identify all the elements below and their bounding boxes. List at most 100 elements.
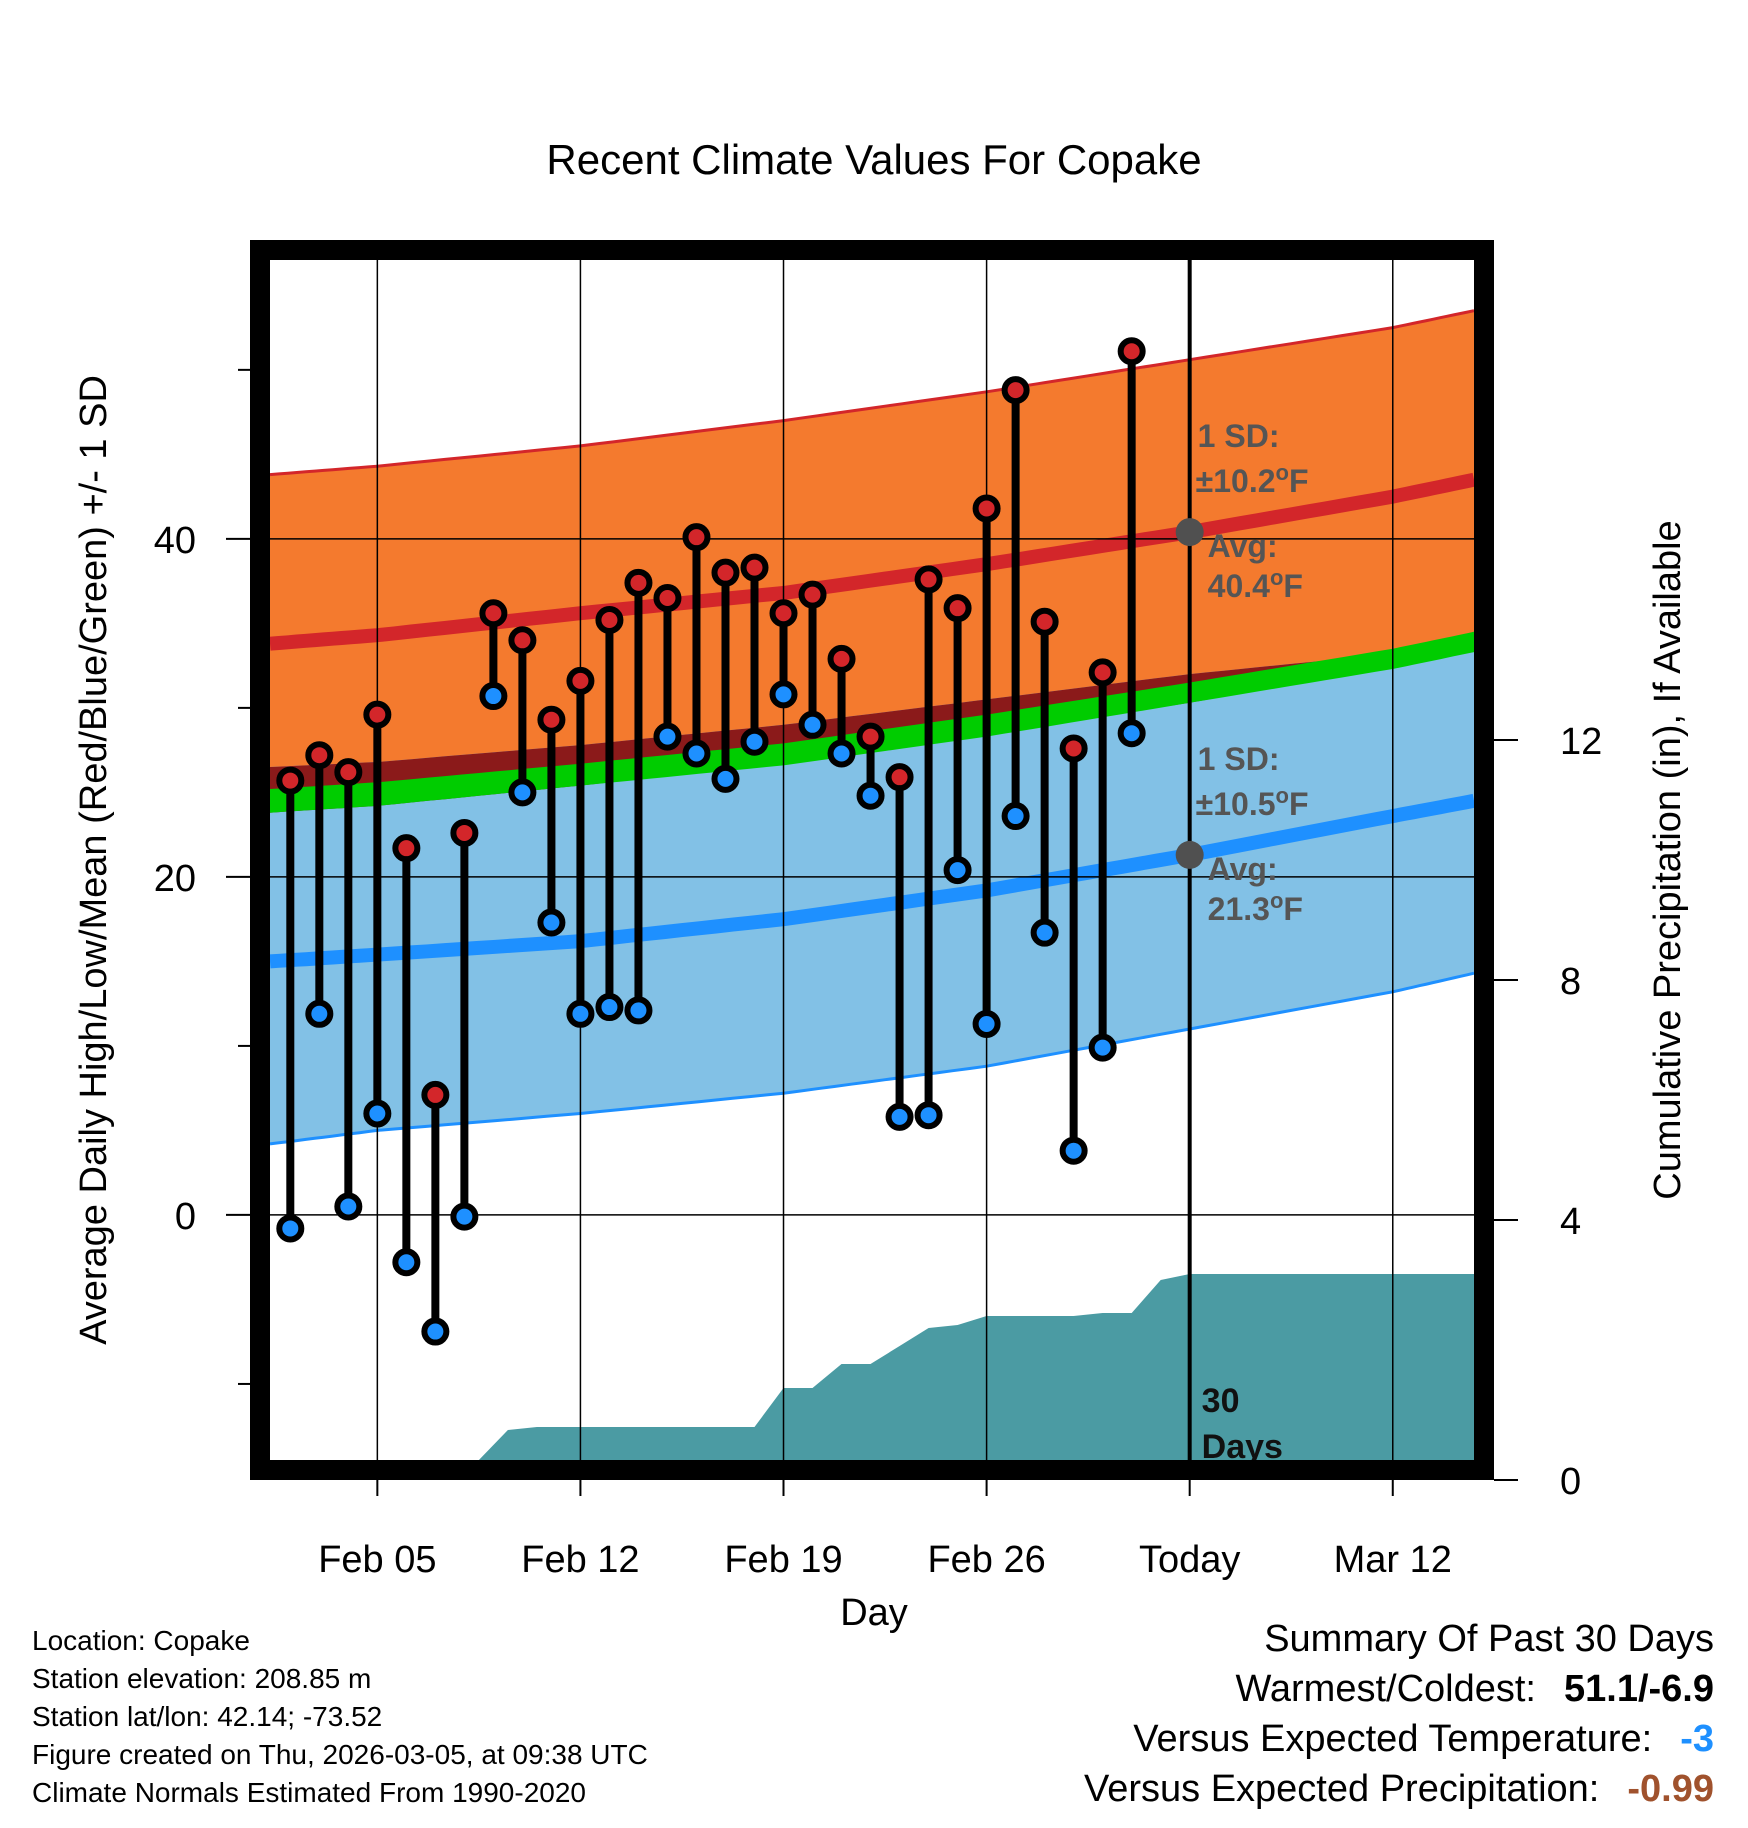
chart-title: Recent Climate Values For Copake: [546, 136, 1201, 183]
high-mean-line: [269, 472, 1476, 651]
plot-frame: [250, 240, 1494, 1480]
daily-high-point: [711, 558, 740, 587]
daily-high-point: [305, 741, 334, 770]
daily-low-point: [740, 727, 769, 756]
x-tick-label: Feb 05: [318, 1539, 436, 1581]
precip-area: [270, 1274, 1474, 1460]
low-avg-value: 21.3oF: [1208, 888, 1303, 927]
warm-cold-label: Warmest/Coldest:: [1235, 1668, 1536, 1710]
warm-cold-value: 51.1/-6.9: [1564, 1668, 1714, 1710]
summary-panel: Summary Of Past 30 Days Warmest/Coldest:…: [1084, 1618, 1714, 1818]
daily-high-point: [450, 818, 479, 847]
daily-high-point: [653, 584, 682, 613]
summary-warm-cold: Warmest/Coldest: 51.1/-6.9: [1084, 1668, 1714, 1718]
daily-high-point: [1030, 607, 1059, 636]
daily-low-point: [624, 996, 653, 1025]
daily-high-point: [421, 1080, 450, 1109]
high-avg-marker: [1175, 518, 1204, 547]
low-sd-title: 1 SD:: [1198, 741, 1280, 777]
precip-value: -0.99: [1627, 1768, 1714, 1810]
daily-high-point: [682, 523, 711, 552]
daily-high-point: [769, 599, 798, 628]
low-avg-title: Avg:: [1208, 851, 1278, 887]
daily-high-point: [276, 766, 305, 795]
y-tick-label: 0: [175, 1196, 196, 1238]
daily-low-point: [827, 739, 856, 768]
daily-low-point: [1059, 1136, 1088, 1165]
daily-high-point: [856, 722, 885, 751]
x-tick-label: Feb 19: [724, 1539, 842, 1581]
y2-tick-label: 4: [1560, 1201, 1581, 1243]
x-tick-label: Mar 12: [1334, 1539, 1452, 1581]
y-tick-label: 40: [154, 520, 196, 562]
daily-low-point: [914, 1101, 943, 1130]
temp-label: Versus Expected Temperature:: [1133, 1718, 1653, 1760]
precip-label-days: Days: [1202, 1428, 1283, 1466]
daily-low-point: [711, 764, 740, 793]
daily-high-point: [972, 494, 1001, 523]
daily-low-point: [363, 1099, 392, 1128]
high-avg-value: 40.4oF: [1208, 565, 1303, 604]
daily-low-point: [653, 722, 682, 751]
daily-low-point: [1001, 802, 1030, 831]
daily-high-point: [1117, 337, 1146, 366]
daily-low-point: [276, 1214, 305, 1243]
high-sd-title: 1 SD:: [1198, 418, 1280, 454]
daily-low-point: [1088, 1033, 1117, 1062]
daily-high-point: [1088, 658, 1117, 687]
daily-high-point: [1059, 734, 1088, 763]
x-tick-label: Feb 26: [927, 1539, 1045, 1581]
info-latlon: Station lat/lon: 42.14; -73.52: [32, 1701, 383, 1732]
daily-high-point: [392, 834, 421, 863]
daily-low-point: [1117, 719, 1146, 748]
daily-low-point: [885, 1102, 914, 1131]
high-upper-line: [269, 309, 1475, 477]
summary-precip: Versus Expected Precipitation: -0.99: [1084, 1768, 1714, 1818]
x-axis-label: Day: [840, 1592, 908, 1634]
info-normals: Climate Normals Estimated From 1990-2020: [32, 1777, 586, 1808]
y-axis-label: Average Daily High/Low/Mean (Red/Blue/Gr…: [73, 375, 115, 1345]
daily-high-point: [914, 565, 943, 594]
daily-high-point: [885, 763, 914, 792]
daily-high-point: [827, 644, 856, 673]
low-sd-value: ±10.5oF: [1196, 783, 1309, 822]
daily-low-point: [334, 1192, 363, 1221]
daily-low-point: [856, 781, 885, 810]
daily-high-point: [943, 594, 972, 623]
low-lower-line: [269, 971, 1475, 1146]
daily-high-point: [1001, 376, 1030, 405]
daily-low-point: [682, 739, 711, 768]
x-tick-label: Today: [1139, 1539, 1240, 1581]
y2-tick-label: 8: [1560, 961, 1581, 1003]
y-tick-label: 20: [154, 858, 196, 900]
daily-low-point: [392, 1248, 421, 1277]
daily-low-point: [798, 710, 827, 739]
station-info: Location: Copake Station elevation: 208.…: [32, 1622, 648, 1812]
daily-low-point: [421, 1317, 450, 1346]
info-elevation: Station elevation: 208.85 m: [32, 1663, 372, 1694]
daily-high-point: [740, 553, 769, 582]
info-location: Location: Copake: [32, 1625, 250, 1656]
high-sd-value: ±10.2oF: [1196, 460, 1309, 499]
low-mean-line: [269, 793, 1476, 969]
summary-title: Summary Of Past 30 Days: [1264, 1618, 1714, 1660]
daily-high-point: [537, 705, 566, 734]
daily-low-point: [769, 680, 798, 709]
daily-high-point: [334, 758, 363, 787]
summary-temp: Versus Expected Temperature: -3: [1084, 1718, 1714, 1768]
daily-low-point: [305, 999, 334, 1028]
daily-low-point: [450, 1202, 479, 1231]
daily-low-point: [479, 682, 508, 711]
y2-tick-label: 0: [1560, 1461, 1581, 1503]
daily-high-point: [595, 606, 624, 634]
x-tick-label: Feb 12: [521, 1539, 639, 1581]
daily-high-point: [508, 626, 537, 655]
daily-low-point: [537, 908, 566, 937]
high-avg-title: Avg:: [1208, 528, 1278, 564]
daily-high-point: [479, 599, 508, 628]
daily-high-point: [624, 568, 653, 597]
mean-band: [270, 631, 1474, 813]
y2-tick-label: 12: [1560, 721, 1602, 763]
daily-low-point: [595, 993, 624, 1022]
